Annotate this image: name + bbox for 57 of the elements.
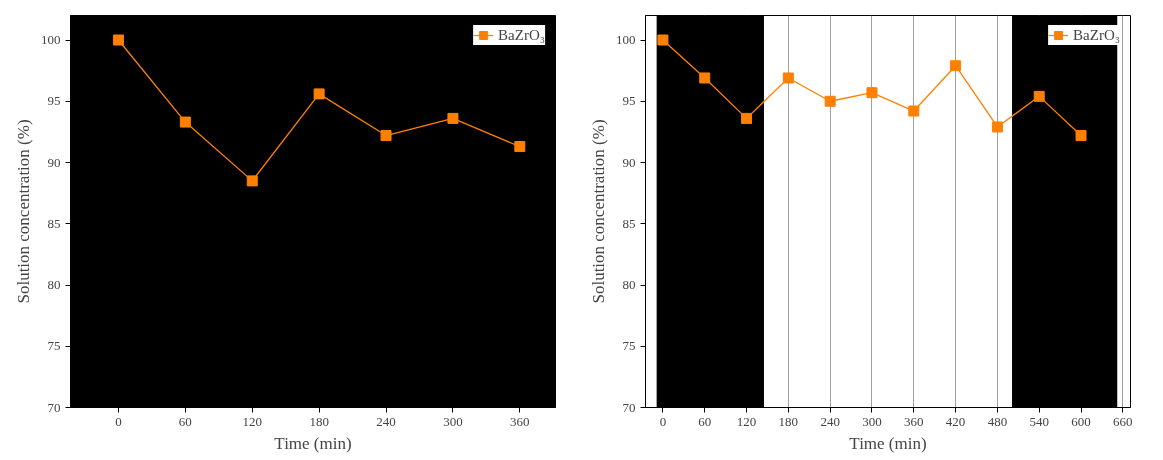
point xyxy=(741,112,753,124)
x-tick-label: 360 xyxy=(904,413,924,429)
x-tick-label: 180 xyxy=(778,413,799,429)
x-tick-label: 180 xyxy=(309,413,329,429)
y-tick-label: 85 xyxy=(622,215,636,231)
x-tick-label: 60 xyxy=(178,413,192,429)
x-tick-label: 600 xyxy=(1071,413,1091,429)
y-tick-label: 70 xyxy=(622,399,636,415)
point xyxy=(179,116,191,128)
y-tick-label: 100 xyxy=(41,32,61,47)
point xyxy=(1075,130,1087,142)
point xyxy=(950,60,962,72)
y-tick-label: 75 xyxy=(622,338,636,354)
legend-label: BaZrO₃ xyxy=(1073,26,1120,44)
x-tick-label: 660 xyxy=(1113,413,1133,429)
y-tick-label: 80 xyxy=(622,277,636,292)
x-axis-title: Time (min) xyxy=(849,433,927,453)
legend-label: BaZrO₃ xyxy=(498,26,545,44)
y-tick-label: 95 xyxy=(47,93,61,109)
x-tick-label: 360 xyxy=(510,413,530,429)
x-tick-label: 540 xyxy=(1029,413,1049,429)
x-tick-label: 300 xyxy=(862,413,882,429)
y-axis-title: Solution concentration (%) xyxy=(589,119,608,304)
y-tick-label: 75 xyxy=(47,338,61,354)
point xyxy=(991,121,1003,133)
point xyxy=(657,34,669,46)
x-tick-label: 0 xyxy=(659,413,667,429)
x-tick-label: 420 xyxy=(945,413,966,429)
x-tick-label: 120 xyxy=(736,413,757,429)
y-tick-label: 80 xyxy=(47,277,61,292)
y-tick-label: 70 xyxy=(47,399,61,415)
point xyxy=(380,130,392,142)
x-tick-label: 240 xyxy=(376,413,396,429)
y-tick-label: 90 xyxy=(47,154,61,170)
x-tick-label: 120 xyxy=(242,413,262,429)
y-tick-label: 90 xyxy=(622,154,636,170)
point xyxy=(447,112,459,124)
y-tick-label: 100 xyxy=(616,32,636,47)
y-tick-label: 95 xyxy=(622,93,636,109)
x-tick-label: 60 xyxy=(698,413,712,429)
y-tick-label: 85 xyxy=(47,215,61,231)
point xyxy=(866,87,878,99)
point xyxy=(782,72,794,84)
point xyxy=(246,175,258,187)
point xyxy=(699,72,711,84)
x-tick-label: 480 xyxy=(987,413,1008,429)
x-axis-title: Time (min) xyxy=(274,433,352,453)
y-axis-title: Solution concentration (%) xyxy=(14,119,33,304)
point xyxy=(824,95,836,107)
x-tick-label: 240 xyxy=(820,413,840,429)
point xyxy=(908,105,920,117)
x-tick-label: 300 xyxy=(443,413,463,429)
point xyxy=(1033,90,1045,102)
point xyxy=(313,88,325,100)
point xyxy=(112,34,124,46)
point xyxy=(514,141,526,153)
x-tick-label: 0 xyxy=(115,413,122,429)
